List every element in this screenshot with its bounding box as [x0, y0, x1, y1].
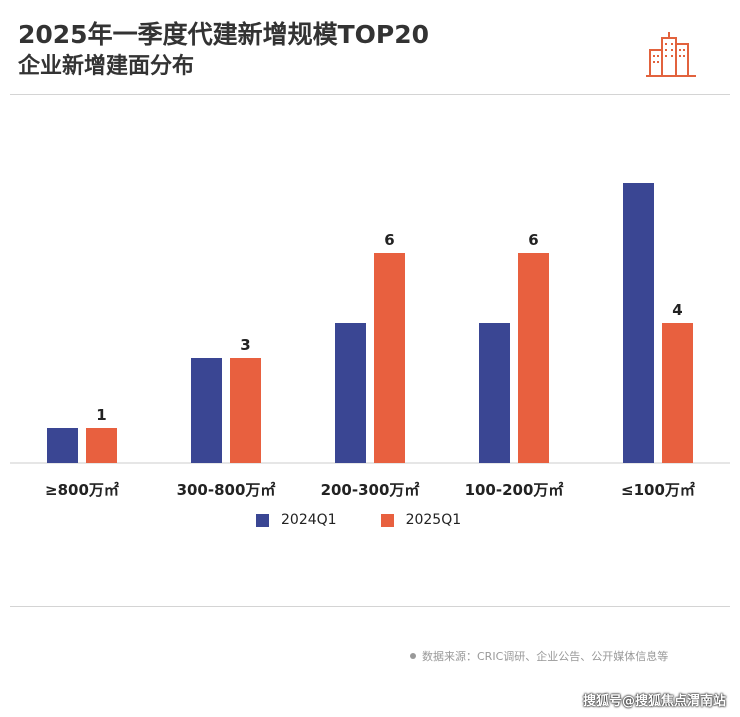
x-tick-label-2: 200-300万㎡	[321, 481, 420, 499]
footer-divider	[10, 606, 730, 607]
city-buildings-icon	[646, 32, 696, 77]
bar-2025q1-0	[86, 428, 117, 463]
title-line-1: 2025年一季度代建新增规模TOP20	[18, 20, 429, 49]
x-tick-label-1: 300-800万㎡	[177, 481, 276, 499]
legend-swatch-2024q1	[256, 513, 269, 527]
title-line-2: 企业新增建面分布	[18, 54, 195, 79]
data-label-2025q1-0: 1	[96, 406, 106, 424]
bar-2024q1-1	[191, 358, 222, 463]
bullet-dot-icon	[410, 653, 416, 659]
bar-2024q1-2	[335, 323, 366, 463]
bar-2025q1-3	[518, 253, 549, 463]
chart-title: 2025年一季度代建新增规模TOP20 企业新增建面分布	[18, 18, 429, 82]
bar-2024q1-4	[623, 183, 654, 463]
x-tick-label-3: 100-200万㎡	[465, 481, 564, 499]
legend-label-2025q1: 2025Q1	[405, 512, 462, 528]
data-label-2025q1-4: 4	[672, 301, 682, 319]
legend-label-2024q1: 2024Q1	[281, 512, 337, 528]
data-source: 数据来源：CRIC调研、企业公告、公开媒体信息等	[410, 648, 668, 664]
bar-chart: 1 ≥800万㎡ 3 300-800万㎡ 6 200-300万㎡ 6 100-200万㎡ 4 ≤1…	[10, 183, 730, 499]
bar-2025q1-1	[230, 358, 261, 463]
legend-item-2024q1: 2024Q1	[256, 512, 337, 528]
header-divider	[10, 94, 730, 95]
data-label-2025q1-2: 6	[384, 231, 394, 249]
bar-2024q1-0	[47, 428, 78, 463]
x-tick-label-4: ≤100万㎡	[621, 481, 695, 499]
data-label-2025q1-3: 6	[528, 231, 538, 249]
bar-2025q1-2	[374, 253, 405, 463]
bar-2025q1-4	[662, 323, 693, 463]
watermark-credit: 搜狐号@搜狐焦点渭南站	[582, 694, 726, 709]
bar-2024q1-3	[479, 323, 510, 463]
legend-item-2025q1: 2025Q1	[380, 512, 462, 528]
legend: 2024Q1 2025Q1	[256, 512, 461, 528]
data-label-2025q1-1: 3	[240, 336, 250, 354]
x-tick-label-0: ≥800万㎡	[45, 481, 119, 499]
data-source-text: 数据来源：CRIC调研、企业公告、公开媒体信息等	[422, 650, 669, 663]
legend-swatch-2025q1	[380, 513, 394, 527]
